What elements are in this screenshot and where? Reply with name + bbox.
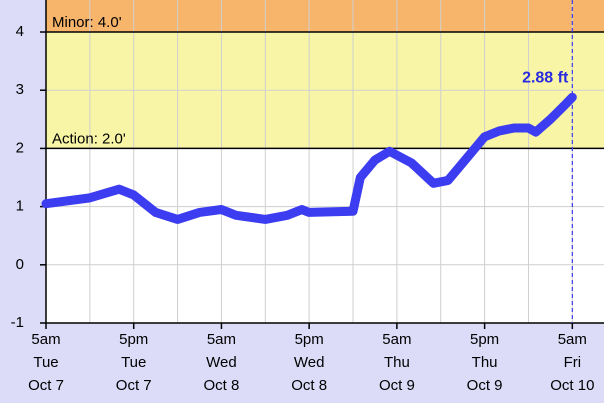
threshold-label: Minor: 4.0': [52, 14, 122, 31]
y-tick-label: 3: [16, 81, 24, 98]
y-tick-label: 0: [16, 256, 24, 273]
x-tick-label: Oct 8: [204, 377, 240, 394]
x-tick-label: 5am: [558, 331, 587, 348]
x-tick-label: Oct 9: [467, 377, 503, 394]
threshold-label: Action: 2.0': [52, 130, 126, 147]
x-tick-label: Tue: [121, 354, 146, 371]
x-tick-label: Oct 10: [550, 377, 594, 394]
x-tick-label: Oct 8: [291, 377, 327, 394]
y-tick-label: 4: [16, 23, 24, 40]
x-tick-label: Tue: [33, 354, 58, 371]
x-tick-label: Thu: [472, 354, 498, 371]
x-tick-label: Wed: [294, 354, 325, 371]
x-tick-label: 5am: [207, 331, 236, 348]
x-tick-label: Fri: [564, 354, 582, 371]
y-tick-label: -1: [11, 314, 24, 331]
x-tick-label: 5am: [382, 331, 411, 348]
x-tick-label: Oct 7: [116, 377, 152, 394]
x-tick-label: Oct 7: [28, 377, 64, 394]
stage-line: [41, 92, 577, 224]
x-tick-label: 5pm: [119, 331, 148, 348]
x-tick-label: 5pm: [295, 331, 324, 348]
flood-band: [46, 0, 604, 33]
y-tick-label: 2: [16, 139, 24, 156]
y-tick-label: 1: [16, 198, 24, 215]
current-value-label: 2.88 ft: [522, 69, 569, 86]
x-tick-label: Wed: [206, 354, 237, 371]
x-tick-label: 5am: [31, 331, 60, 348]
x-tick-label: Thu: [384, 354, 410, 371]
x-tick-label: Oct 9: [379, 377, 415, 394]
x-tick-label: 5pm: [470, 331, 499, 348]
